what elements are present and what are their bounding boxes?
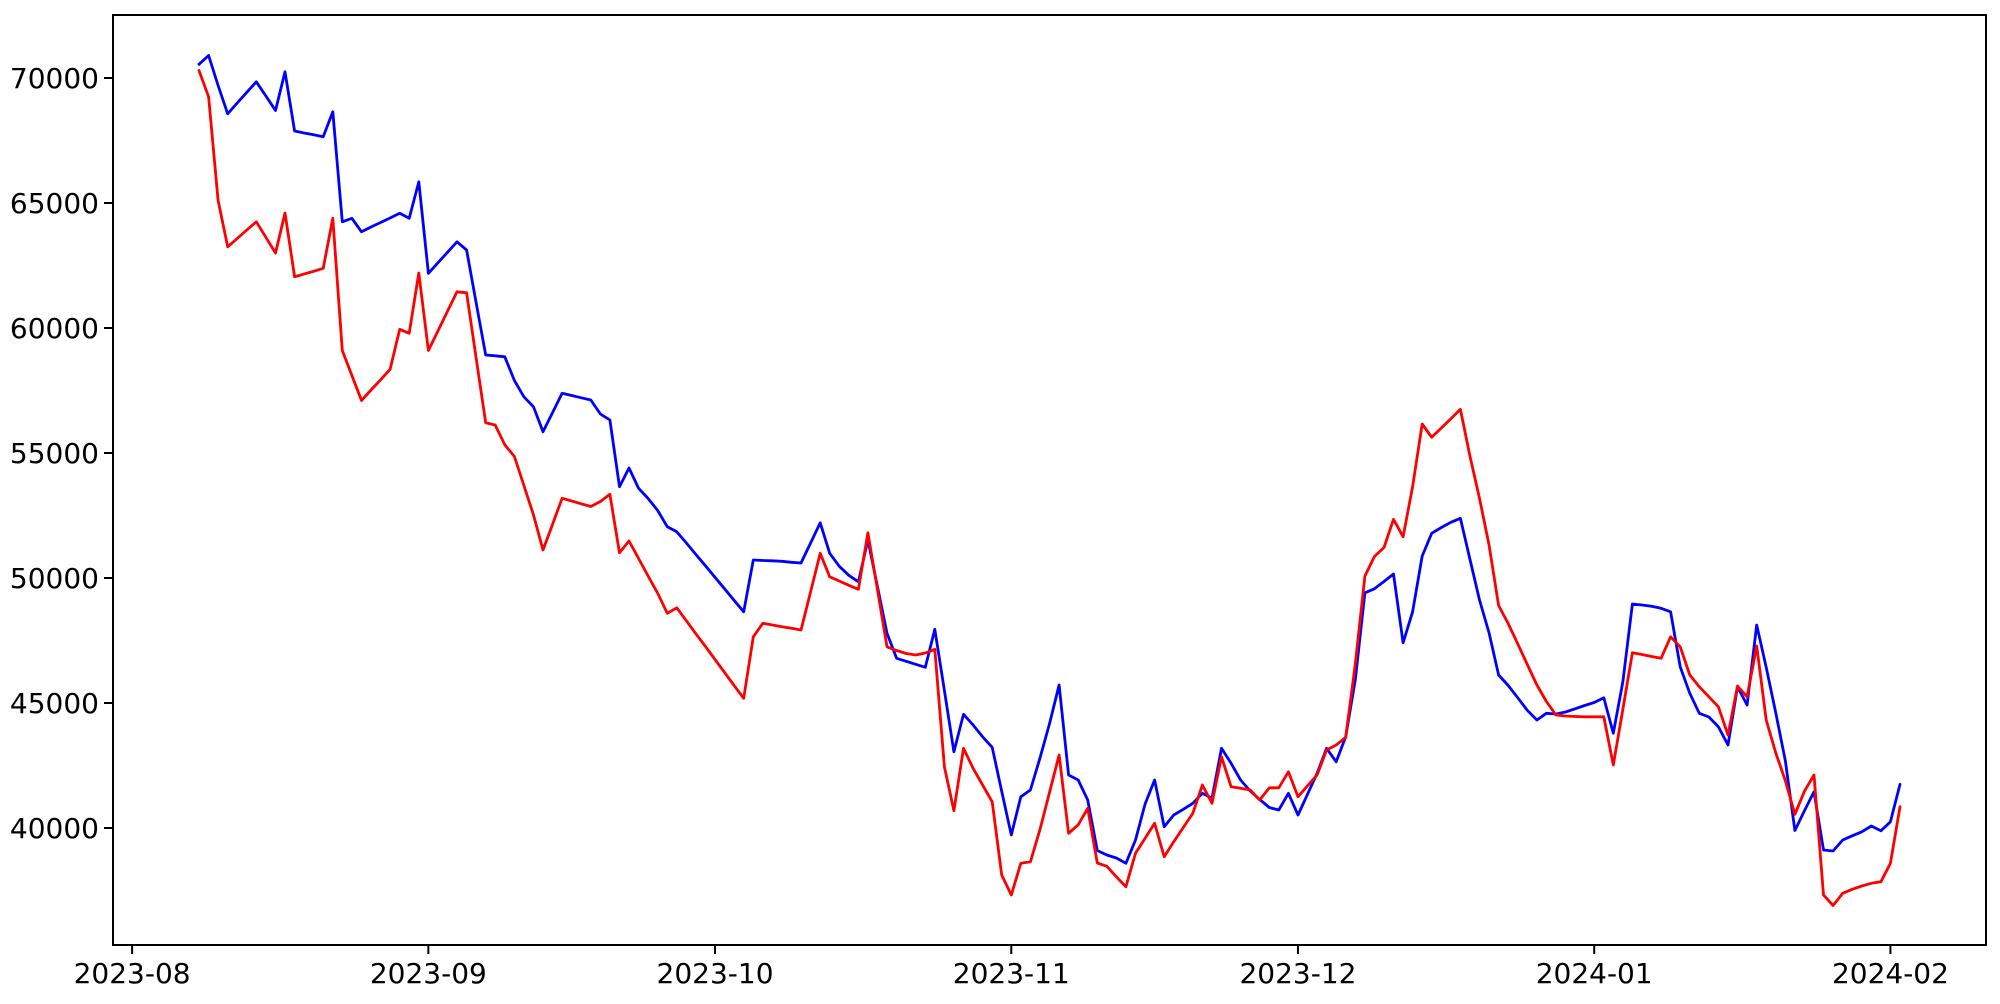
x-tick-label: 2023-09	[370, 957, 487, 990]
y-axis: 40000 45000 50000 55000 60000 65000 70000	[10, 62, 113, 845]
x-tick-label: 2023-08	[74, 957, 191, 990]
y-tick-label: 50000	[10, 562, 99, 595]
plot-border	[112, 14, 1987, 946]
y-tick-label: 55000	[10, 437, 99, 470]
y-tick-label: 65000	[10, 187, 99, 220]
y-tick-label: 60000	[10, 312, 99, 345]
x-tick-label: 2023-12	[1239, 957, 1356, 990]
x-tick-label: 2023-10	[657, 957, 774, 990]
y-tick-label: 70000	[10, 62, 99, 95]
x-tick-label: 2023-11	[953, 957, 1070, 990]
y-tick-label: 40000	[10, 812, 99, 845]
x-tick-label: 2024-02	[1832, 957, 1949, 990]
blue-series-line	[197, 54, 1902, 865]
x-tick-label: 2024-01	[1536, 957, 1653, 990]
x-axis: 2023-08 2023-09 2023-10 2023-11 2023-12 2024-…	[74, 945, 1949, 990]
red-series-line	[197, 69, 1902, 907]
y-tick-label: 45000	[10, 687, 99, 720]
